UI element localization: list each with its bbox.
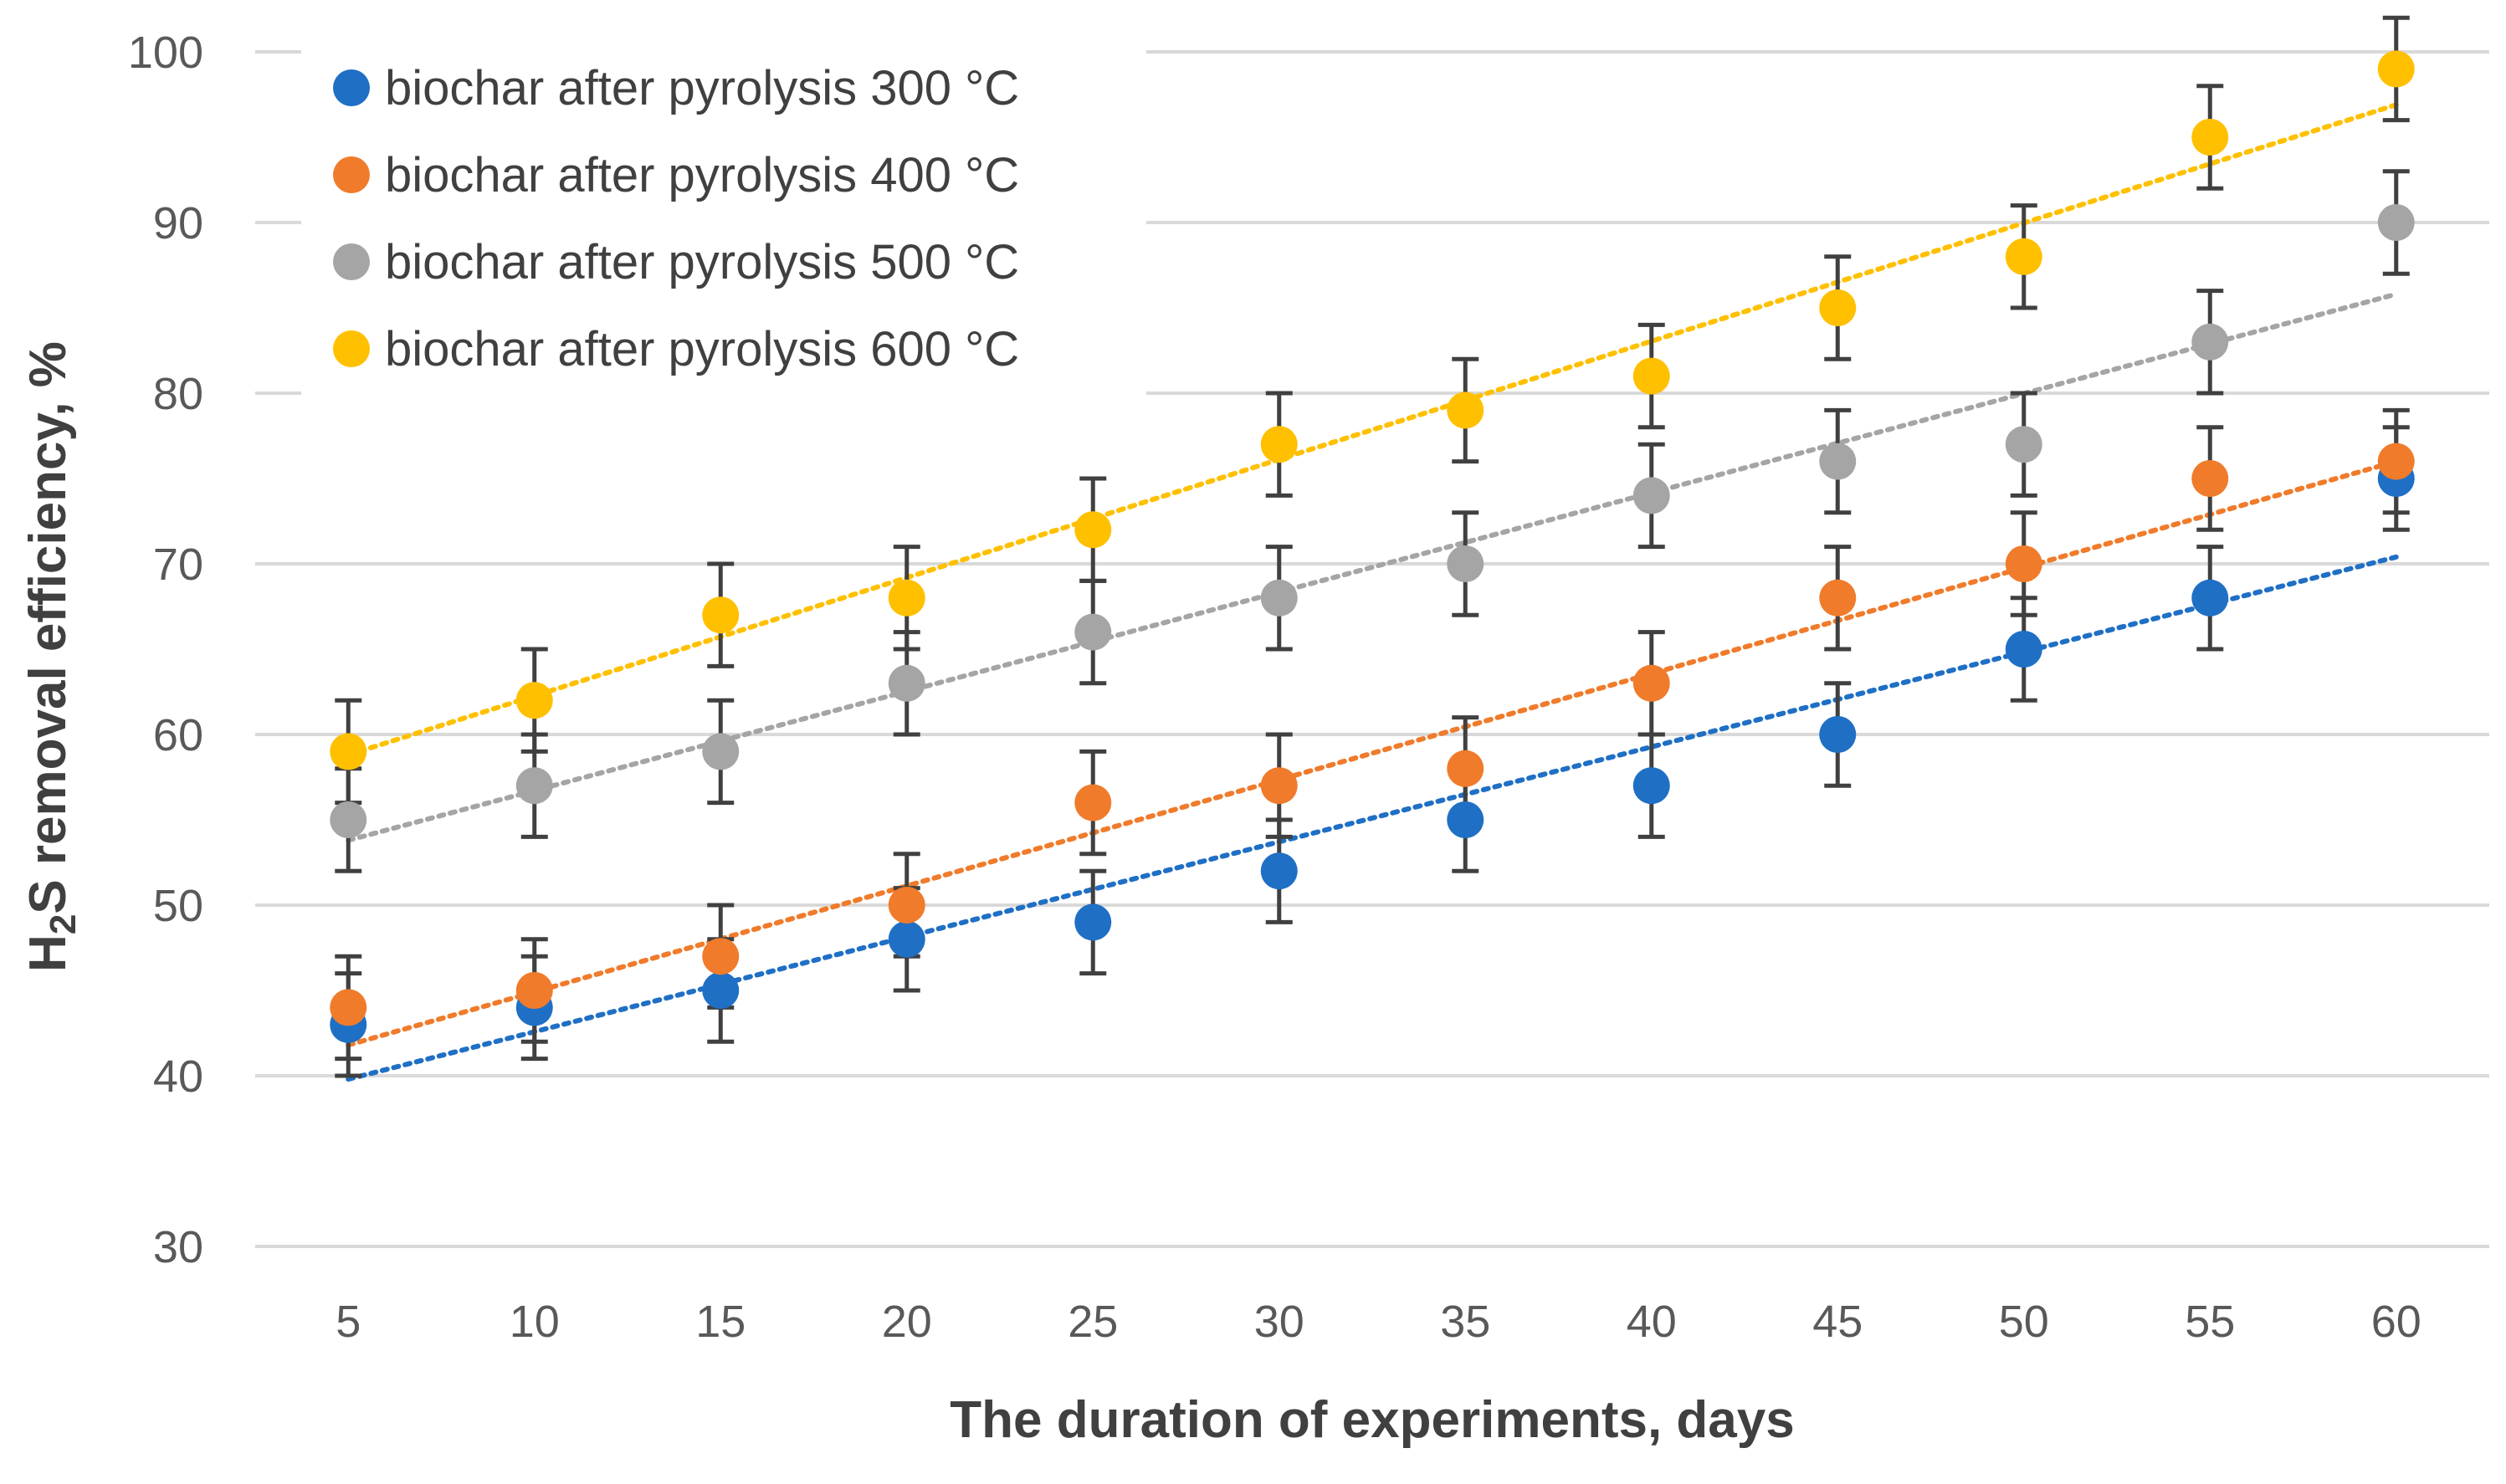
legend-marker-series-2 [333,156,370,193]
data-point-series-2 [888,887,925,924]
y-tick-label: 50 [153,881,203,931]
data-point-series-3 [1632,477,1670,514]
data-point-series-2 [1260,767,1298,805]
y-axis-title-prefix: H [19,934,77,972]
data-point-series-1 [888,920,925,958]
y-tick-label: 100 [128,28,203,78]
x-tick-label: 20 [882,1297,932,1347]
y-tick-label: 60 [153,710,203,760]
x-tick-label: 40 [1627,1297,1677,1347]
x-tick-label: 15 [695,1297,746,1347]
x-tick-label: 55 [2185,1297,2235,1347]
y-tick-label: 90 [153,198,203,248]
data-point-series-1 [1819,716,1857,753]
y-tick-label: 70 [153,540,203,590]
legend: biochar after pyrolysis 300 °C biochar af… [301,42,1146,402]
data-point-series-3 [2005,426,2042,463]
legend-label-series-2: biochar after pyrolysis 400 °C [385,148,1019,202]
legend-marker-series-3 [333,243,370,280]
x-tick-label: 60 [2371,1297,2421,1347]
data-point-series-3 [1260,579,1298,617]
data-point-series-4 [1260,426,1298,463]
data-point-series-4 [1447,391,1484,429]
x-tick-label: 50 [1999,1297,2049,1347]
data-point-series-2 [515,972,553,1009]
data-point-series-3 [2377,204,2415,241]
data-point-series-4 [1632,357,1670,395]
x-tick-label: 25 [1068,1297,1118,1347]
data-point-series-4 [515,682,553,719]
legend-marker-series-4 [333,330,370,367]
y-axis-title-suffix: S removal efficiency, % [19,341,77,914]
data-point-series-2 [2191,460,2229,497]
data-point-series-1 [1447,801,1484,838]
data-point-series-2 [1447,750,1484,787]
x-axis-ticks: 5 10 15 20 25 30 35 40 45 50 55 60 [336,1297,2421,1347]
y-tick-label: 40 [153,1052,203,1102]
data-point-series-1 [1260,852,1298,890]
trendline-series-2 [346,458,2399,1048]
x-tick-label: 30 [1254,1297,1304,1347]
data-points [330,50,2415,1043]
legend-label-series-4: biochar after pyrolysis 600 °C [385,322,1019,376]
x-axis-title: The duration of experiments, days [950,1391,1794,1449]
y-axis-ticks: 30 40 50 60 70 80 90 100 [128,28,203,1272]
data-point-series-4 [2377,50,2415,88]
data-point-series-4 [702,596,740,634]
data-point-series-2 [1632,664,1670,702]
data-point-series-4 [1819,289,1857,326]
data-point-series-2 [330,989,367,1026]
trendline-series-1 [346,554,2399,1082]
y-axis-title-subscript: 2 [43,914,84,934]
x-tick-label: 10 [510,1297,560,1347]
data-point-series-2 [2005,545,2042,582]
data-point-series-4 [888,579,925,617]
y-axis-title: H2S removal efficiency, % [19,341,84,972]
data-point-series-3 [515,767,553,805]
y-tick-label: 30 [153,1222,203,1272]
data-point-series-1 [702,972,740,1009]
legend-background [301,42,1146,402]
data-point-series-2 [702,938,740,975]
trendline-series-4 [346,102,2399,758]
data-point-series-4 [2005,238,2042,275]
data-point-series-2 [1074,784,1112,821]
data-point-series-1 [1632,767,1670,805]
y-tick-label: 80 [153,369,203,419]
legend-label-series-1: biochar after pyrolysis 300 °C [385,61,1019,115]
legend-label-series-3: biochar after pyrolysis 500 °C [385,235,1019,289]
data-point-series-3 [1447,545,1484,582]
data-point-series-2 [2377,443,2415,480]
data-point-series-3 [1819,443,1857,480]
data-point-series-1 [1074,903,1112,941]
legend-marker-series-1 [333,69,370,106]
data-point-series-4 [330,733,367,770]
data-point-series-3 [702,733,740,770]
trendlines [346,102,2399,1082]
x-tick-label: 5 [336,1297,361,1347]
data-point-series-1 [2005,631,2042,668]
data-point-series-4 [1074,511,1112,549]
data-point-series-3 [330,801,367,838]
data-point-series-1 [2191,579,2229,617]
trendline-series-3 [346,291,2399,843]
data-point-series-3 [2191,323,2229,361]
data-point-series-4 [2191,119,2229,156]
data-point-series-3 [1074,613,1112,651]
x-tick-label: 35 [1440,1297,1490,1347]
data-point-series-2 [1819,579,1857,617]
x-tick-label: 45 [1812,1297,1863,1347]
data-point-series-3 [888,664,925,702]
